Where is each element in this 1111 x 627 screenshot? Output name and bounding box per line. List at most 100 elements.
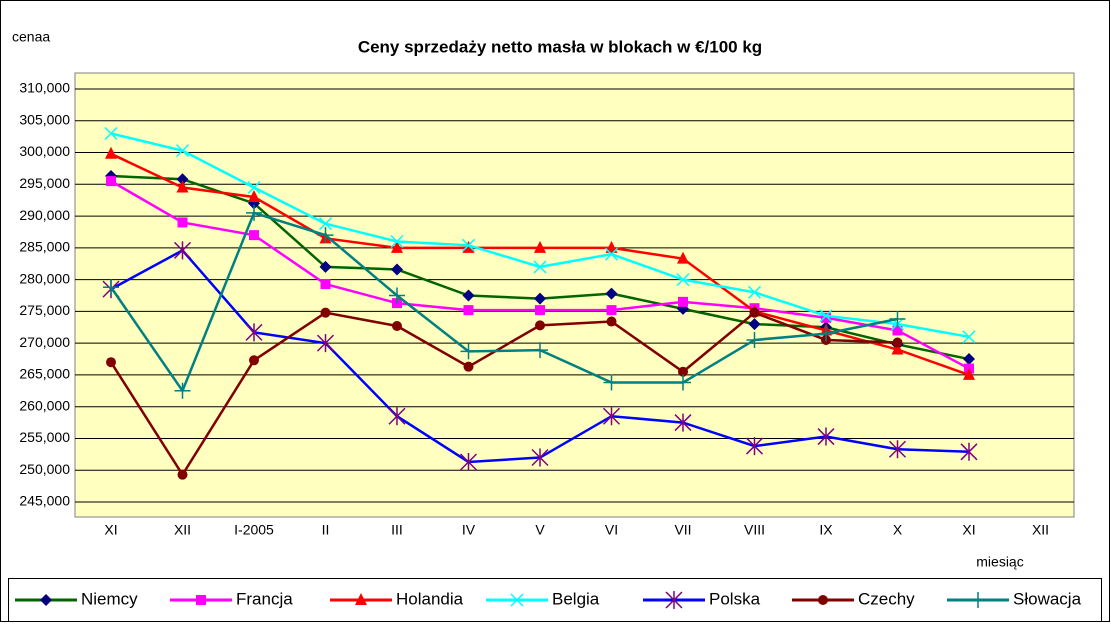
data-point [532,342,548,359]
data-point [392,320,402,331]
data-point [460,343,477,360]
data-point [748,318,761,331]
legend-marker [355,593,367,605]
x-tick-label: VI [605,522,618,538]
legend-marker [196,595,206,605]
data-point [818,325,834,342]
data-point [605,240,618,253]
data-point [962,330,976,344]
data-point [248,190,260,203]
data-point [459,452,478,471]
legend-marker [818,595,828,605]
data-point [891,342,904,355]
data-point [749,307,760,318]
data-point [106,176,116,187]
y-tick-label: 295,000 [19,175,70,191]
data-point [604,247,619,261]
x-tick-label: VII [674,522,691,538]
data-point [249,230,259,241]
data-point [606,305,617,316]
data-point [605,287,618,300]
data-point [316,334,335,353]
data-point [678,366,688,377]
y-tick-label: 255,000 [19,429,70,445]
x-tick-label: IV [462,522,476,538]
data-point [106,357,116,368]
series-line [109,311,898,478]
y-tick-label: 310,000 [19,80,70,96]
data-point [176,173,189,186]
y-tick-label: 300,000 [19,143,70,159]
y-axis-title: cenaa [12,29,50,45]
data-point [461,238,476,252]
legend-label: Niemcy [81,589,138,608]
data-point [675,374,691,391]
data-point [533,260,547,274]
data-point [317,227,334,244]
data-point [249,355,259,366]
data-point [389,287,405,304]
series-line [109,211,898,394]
data-point [320,279,331,290]
data-point [888,440,907,459]
x-tick-label: XI [104,522,117,538]
y-tick-label: 285,000 [19,239,70,255]
data-point [534,240,546,253]
x-tick-label: IX [819,522,833,538]
data-point [674,413,692,432]
legend-marker [970,592,986,608]
data-point [320,307,331,318]
y-tick-label: 250,000 [19,461,70,477]
x-tick-label: I-2005 [234,522,274,538]
data-point [462,289,475,302]
data-point [462,240,475,253]
data-point [463,305,474,316]
data-point [745,437,764,456]
data-point [531,448,549,467]
x-tick-label: X [893,522,903,538]
data-point [892,337,903,348]
data-point [603,374,620,391]
data-point [177,217,188,228]
legend-marker [510,593,524,607]
legend-label: Belgia [552,589,600,608]
data-point [963,353,975,366]
data-point [606,316,617,327]
data-point [246,204,262,221]
y-tick-label: 305,000 [19,111,70,127]
legend-label: Holandia [396,589,464,608]
data-point [245,323,263,342]
y-tick-label: 275,000 [19,302,70,318]
x-tick-label: II [322,522,330,538]
data-point [892,325,903,336]
data-point [677,251,689,264]
x-tick-label: III [391,522,403,538]
data-point [105,146,117,159]
y-tick-label: 290,000 [19,207,70,223]
x-axis-title: miesiąc [976,554,1023,570]
data-point [318,217,333,231]
data-point [821,312,831,323]
x-tick-label: XI [962,522,975,538]
data-point [391,263,403,276]
legend-marker [665,591,683,609]
data-point [819,309,833,323]
data-point [175,144,190,158]
legend-label: Francja [236,589,293,608]
data-point [463,361,474,372]
data-point [247,180,261,195]
data-point [746,331,763,348]
data-point [889,311,906,328]
x-tick-label: XII [1032,522,1049,538]
data-point [177,469,188,480]
data-point [534,292,546,305]
data-point [173,241,192,260]
data-point [747,285,762,299]
data-point [960,442,978,461]
x-tick-label: XII [174,522,191,538]
data-point [676,273,690,287]
y-tick-label: 260,000 [19,397,70,413]
y-tick-label: 245,000 [19,493,70,509]
legend-marker [40,594,52,606]
